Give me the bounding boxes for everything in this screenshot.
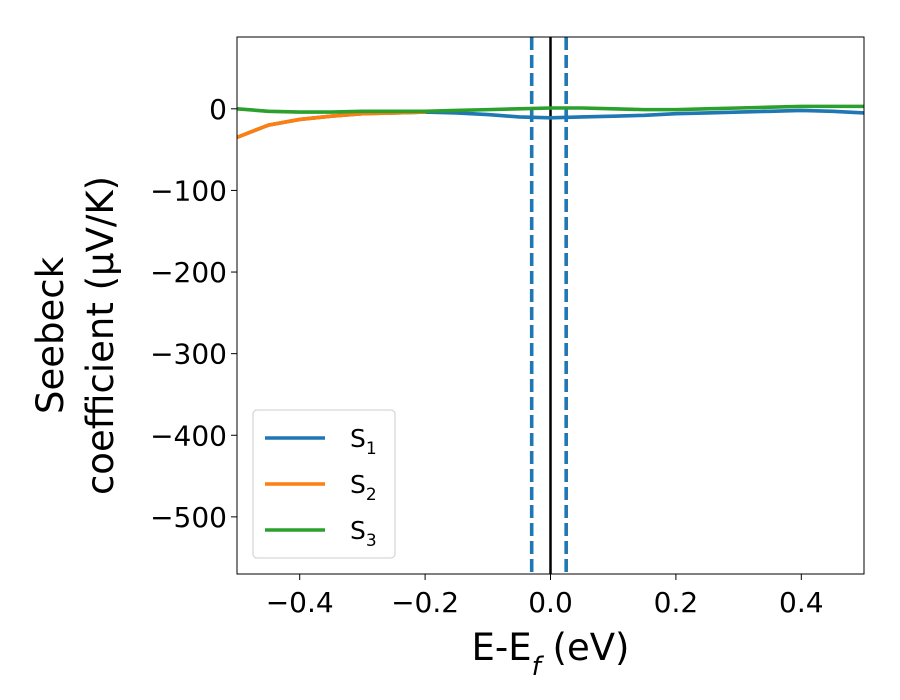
y-tick-label: −500 (150, 501, 227, 534)
series-line-2 (237, 110, 427, 140)
y-axis: 0 −100 −200 −300 −400 −500 (150, 93, 237, 534)
x-axis-title: E-Ef (eV) (472, 626, 630, 682)
series-line-3 (237, 104, 864, 114)
y-axis-title-line2: coefficient (μV/K) (79, 176, 122, 495)
y-tick-label: 0 (209, 93, 227, 126)
reference-lines (529, 37, 568, 574)
series-lines (237, 104, 864, 140)
y-tick-label: −400 (150, 419, 227, 452)
y-tick-label: −300 (150, 338, 227, 371)
legend-label-1: S1 (350, 424, 377, 459)
x-tick-label: 0.4 (779, 586, 824, 619)
legend-label-3: S3 (350, 516, 377, 551)
x-axis: −0.4 −0.2 0.0 0.2 0.4 (266, 574, 824, 619)
y-tick-label: −100 (150, 174, 227, 207)
x-tick-label: −0.2 (391, 586, 459, 619)
legend: S1 S2 S3 (252, 409, 396, 559)
legend-label-2: S2 (350, 470, 377, 505)
x-tick-label: 0.2 (654, 586, 699, 619)
y-axis-title-line1: Seebeck (29, 256, 72, 414)
y-axis-title: Seebeck coefficient (μV/K) (29, 176, 122, 495)
y-tick-label: −200 (150, 256, 227, 289)
x-tick-label: −0.4 (266, 586, 334, 619)
x-tick-label: 0.0 (528, 586, 573, 619)
